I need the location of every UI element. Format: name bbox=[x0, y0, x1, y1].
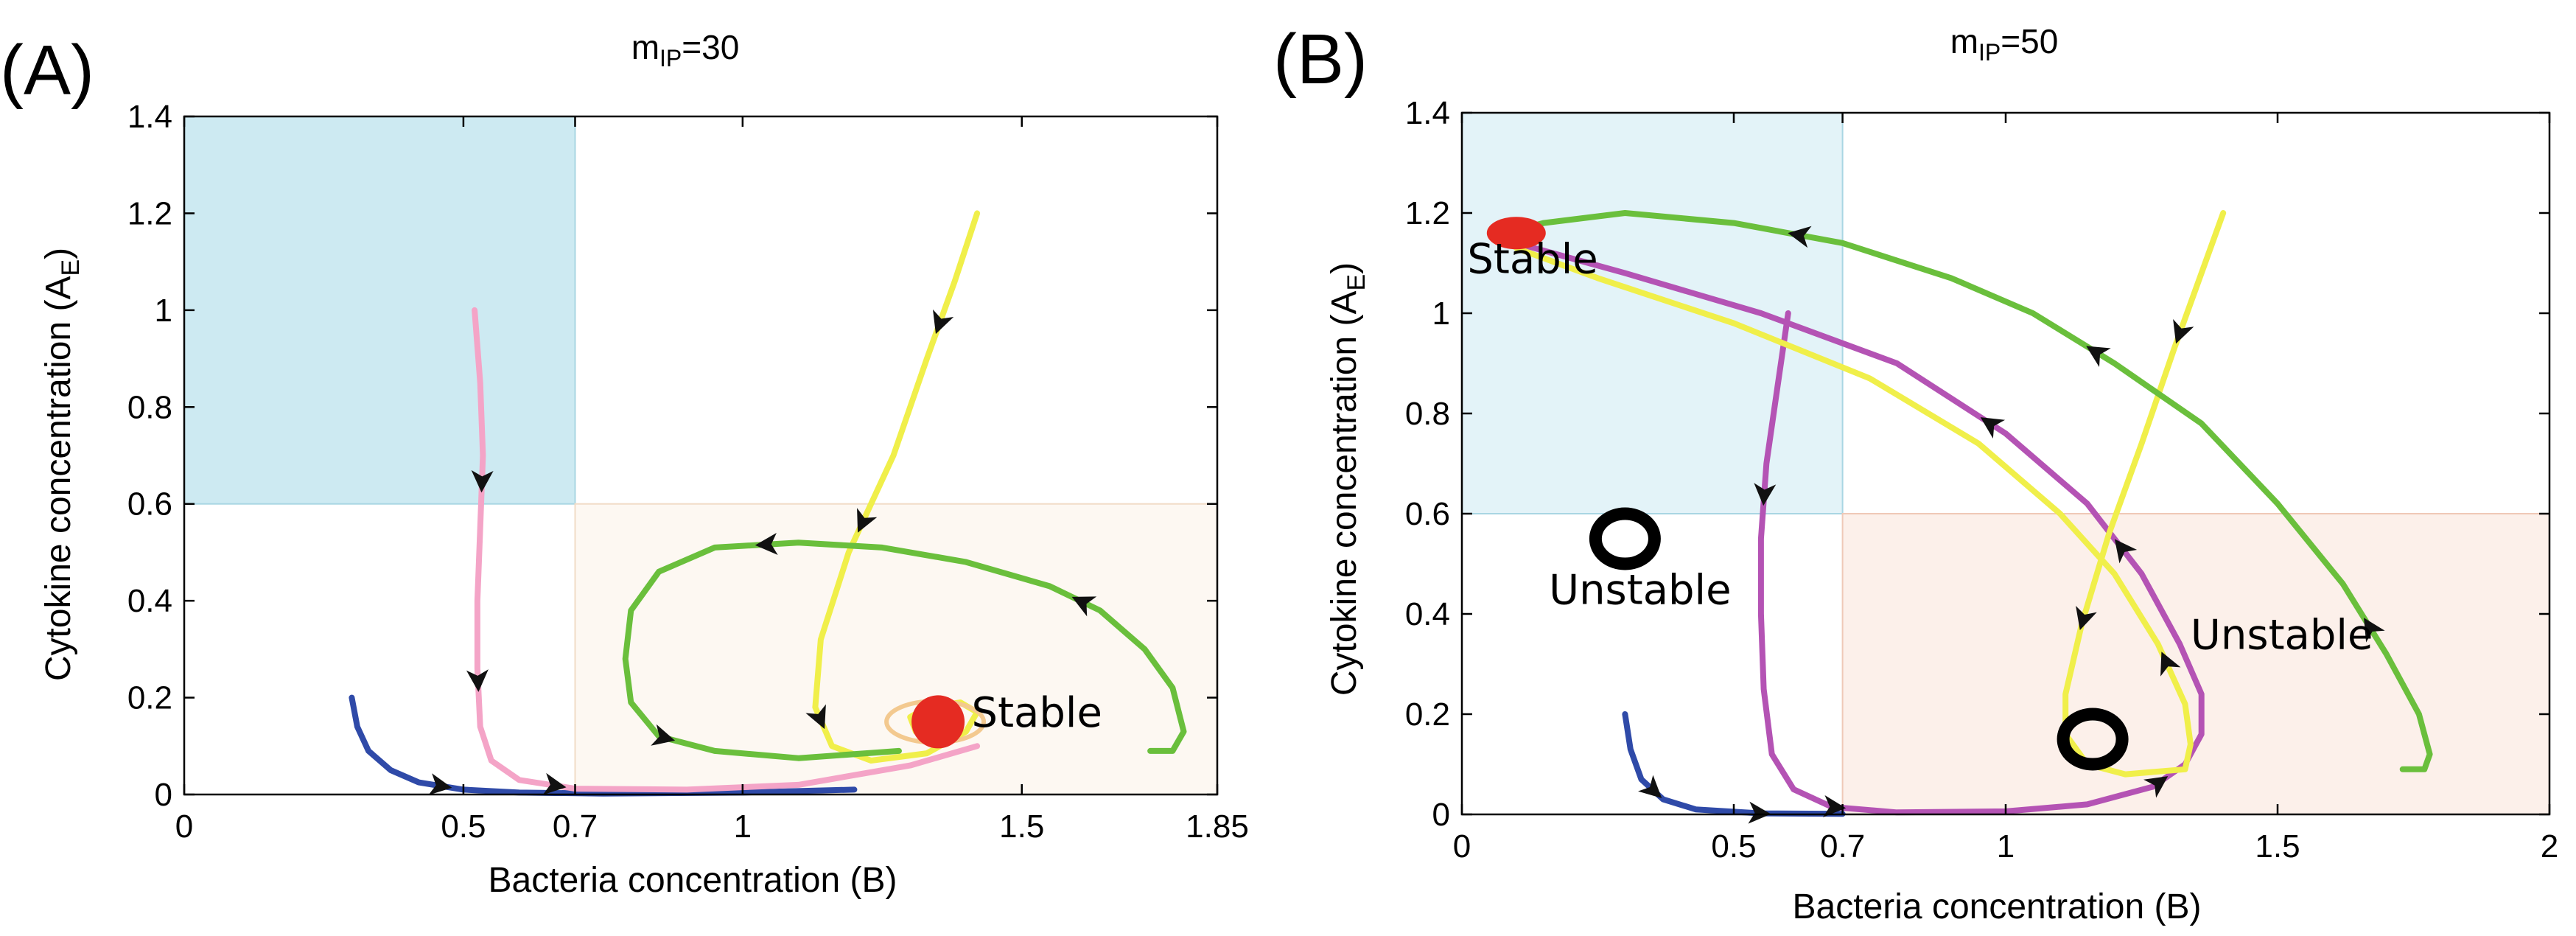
panel-b-x-tick-label-2: 0.7 bbox=[1820, 828, 1865, 865]
panel-a-y-tick-label-1: 0.2 bbox=[127, 680, 172, 716]
panel-a-trajectory-3 bbox=[622, 539, 1187, 761]
panel-b-y-tick-label-4: 0.8 bbox=[1405, 396, 1450, 432]
panel-a-y-tick-label-7: 1.4 bbox=[127, 99, 172, 135]
panel-b-x-tick-label-0: 0 bbox=[1453, 828, 1471, 865]
panel-a: (A) mIP=30 Stable 0 0.5 0.7 1 1.5 1.85 0 0.2 0.4 0… bbox=[0, 28, 1249, 900]
panel-a-y-tick-label-3: 0.6 bbox=[127, 486, 172, 523]
panel-b-x-tick-label-5: 2 bbox=[2541, 828, 2558, 865]
panel-a-trajectory-2-arrow-1 bbox=[857, 508, 878, 533]
panel-b-y-tick-label-3: 0.6 bbox=[1405, 496, 1450, 532]
panel-b-trajectory-1-arrow-0 bbox=[1754, 483, 1777, 506]
panel-a-y-tick-label-0: 0 bbox=[155, 777, 172, 813]
panel-b-trajectory-2-arrow-1 bbox=[2076, 605, 2097, 631]
panel-b-y-tick-label-7: 1.4 bbox=[1405, 95, 1450, 131]
panel-a-x-axis-label: Bacteria concentration (B) bbox=[489, 861, 897, 900]
panel-b-trajectory-1-arrow-4 bbox=[1980, 417, 2006, 439]
panel-b-point-label-1: Unstable bbox=[1549, 566, 1732, 614]
panel-b-title: mIP=50 bbox=[1950, 22, 2059, 66]
panel-b-x-axis-label: Bacteria concentration (B) bbox=[1793, 887, 2202, 926]
panel-b-y-tick-label-6: 1.2 bbox=[1405, 195, 1450, 231]
panel-a-trajectory-1-arrow-1 bbox=[466, 669, 489, 692]
panel-a-trajectory-3-arrow-2 bbox=[651, 724, 676, 746]
panel-b-x-tick-label-1: 0.5 bbox=[1711, 828, 1756, 865]
panel-b-trajectory-3-arrow-0 bbox=[2364, 618, 2385, 643]
panel-b-x-tick-label-4: 1.5 bbox=[2255, 828, 2300, 865]
panel-a-trajectory-2-arrow-2 bbox=[805, 704, 826, 730]
panel-b-region-0 bbox=[1461, 112, 1844, 514]
panel-a-x-tick-label-1: 0.5 bbox=[441, 808, 486, 845]
panel-b-trajectory-0-arrow-0 bbox=[1638, 775, 1662, 798]
panel-a-region-0 bbox=[183, 116, 576, 505]
panel-b-y-tick-label-5: 1 bbox=[1432, 296, 1450, 332]
panel-b-trajectory-3-arrow-1 bbox=[2086, 346, 2111, 368]
panel-b-stable-point-0 bbox=[1486, 217, 1546, 250]
panel-a-point-label-0: Stable bbox=[972, 689, 1102, 737]
panel-a-x-tick-label-5: 1.85 bbox=[1186, 808, 1249, 845]
panel-b-trajectory-1-arrow-2 bbox=[2143, 776, 2169, 798]
panel-a-y-tick-label-2: 0.4 bbox=[127, 583, 172, 619]
panel-b-trajectory-2-arrow-0 bbox=[2173, 319, 2194, 344]
panel-b-trajectory-3-arrow-2 bbox=[1788, 226, 1812, 248]
panel-a-x-tick-label-3: 1 bbox=[734, 808, 752, 845]
panel-b-trajectory-1-arrow-1 bbox=[1822, 794, 1847, 817]
panel-a-trajectory-0-arrow-0 bbox=[428, 773, 452, 795]
panel-b-trajectory-2-arrow-2 bbox=[2160, 652, 2181, 677]
panel-b-unstable-point-2 bbox=[2057, 708, 2129, 771]
panel-b-y-tick-label-1: 0.2 bbox=[1405, 696, 1450, 733]
panel-a-plot-area: Stable 0 0.5 0.7 1 1.5 1.85 0 0.2 0.4 0.6 0.8 1 1.2 1.… bbox=[127, 99, 1249, 845]
panel-a-x-tick-label-2: 0.7 bbox=[553, 808, 598, 845]
panel-a-axes-frame bbox=[183, 115, 1219, 796]
panel-a-stable-point-0 bbox=[911, 695, 965, 749]
panel-a-y-axis-label: Cytokine concentration (AE) bbox=[39, 248, 85, 681]
panel-a-trajectory-1 bbox=[472, 307, 981, 793]
panel-a-trajectory-3-arrow-1 bbox=[755, 533, 778, 555]
panel-a-y-tick-label-4: 0.8 bbox=[127, 389, 172, 425]
panel-b-x-tick-label-3: 1 bbox=[1997, 828, 2015, 865]
panel-a-title: mIP=30 bbox=[631, 28, 740, 71]
panel-b-point-label-0: Stable bbox=[1467, 236, 1597, 284]
panel-b-y-tick-label-2: 0.4 bbox=[1405, 596, 1450, 632]
panel-a-x-tick-label-4: 1.5 bbox=[999, 808, 1044, 845]
panel-b-trajectory-0-arrow-1 bbox=[1748, 801, 1771, 824]
panel-b-trajectory-1-arrow-3 bbox=[2114, 539, 2138, 564]
panel-b-point-label-2: Unstable bbox=[2191, 612, 2373, 660]
panel-b-y-tick-label-0: 0 bbox=[1432, 797, 1450, 833]
panel-a-x-tick-label-0: 0 bbox=[175, 808, 193, 845]
panel-b-plot-area: Stable Unstable Unstable 0 0.5 0.7 1 1.5 2 0 0.2 0.… bbox=[1405, 95, 2558, 865]
panel-b: (B) mIP=50 Stable Unstable Unstable 0 0.5 0.7… bbox=[1273, 20, 2558, 926]
panel-b-letter: (B) bbox=[1273, 20, 1368, 99]
panel-b-trajectory-2 bbox=[1513, 210, 2227, 778]
panel-b-y-axis-label: Cytokine concentration (AE) bbox=[1325, 262, 1371, 696]
panel-b-region-1 bbox=[1841, 513, 2551, 815]
panel-b-trajectory-3 bbox=[1502, 210, 2433, 772]
panel-a-y-tick-label-5: 1 bbox=[155, 293, 172, 329]
panel-a-trajectory-2-arrow-0 bbox=[933, 309, 954, 335]
panel-b-unstable-point-1 bbox=[1589, 507, 1661, 570]
panel-a-trajectory-1-arrow-0 bbox=[471, 469, 494, 493]
panel-a-trajectory-3-arrow-0 bbox=[1071, 596, 1097, 617]
panel-a-trajectory-1-arrow-2 bbox=[542, 772, 567, 795]
panel-a-y-tick-label-6: 1.2 bbox=[127, 195, 172, 231]
panel-a-letter: (A) bbox=[0, 31, 94, 110]
